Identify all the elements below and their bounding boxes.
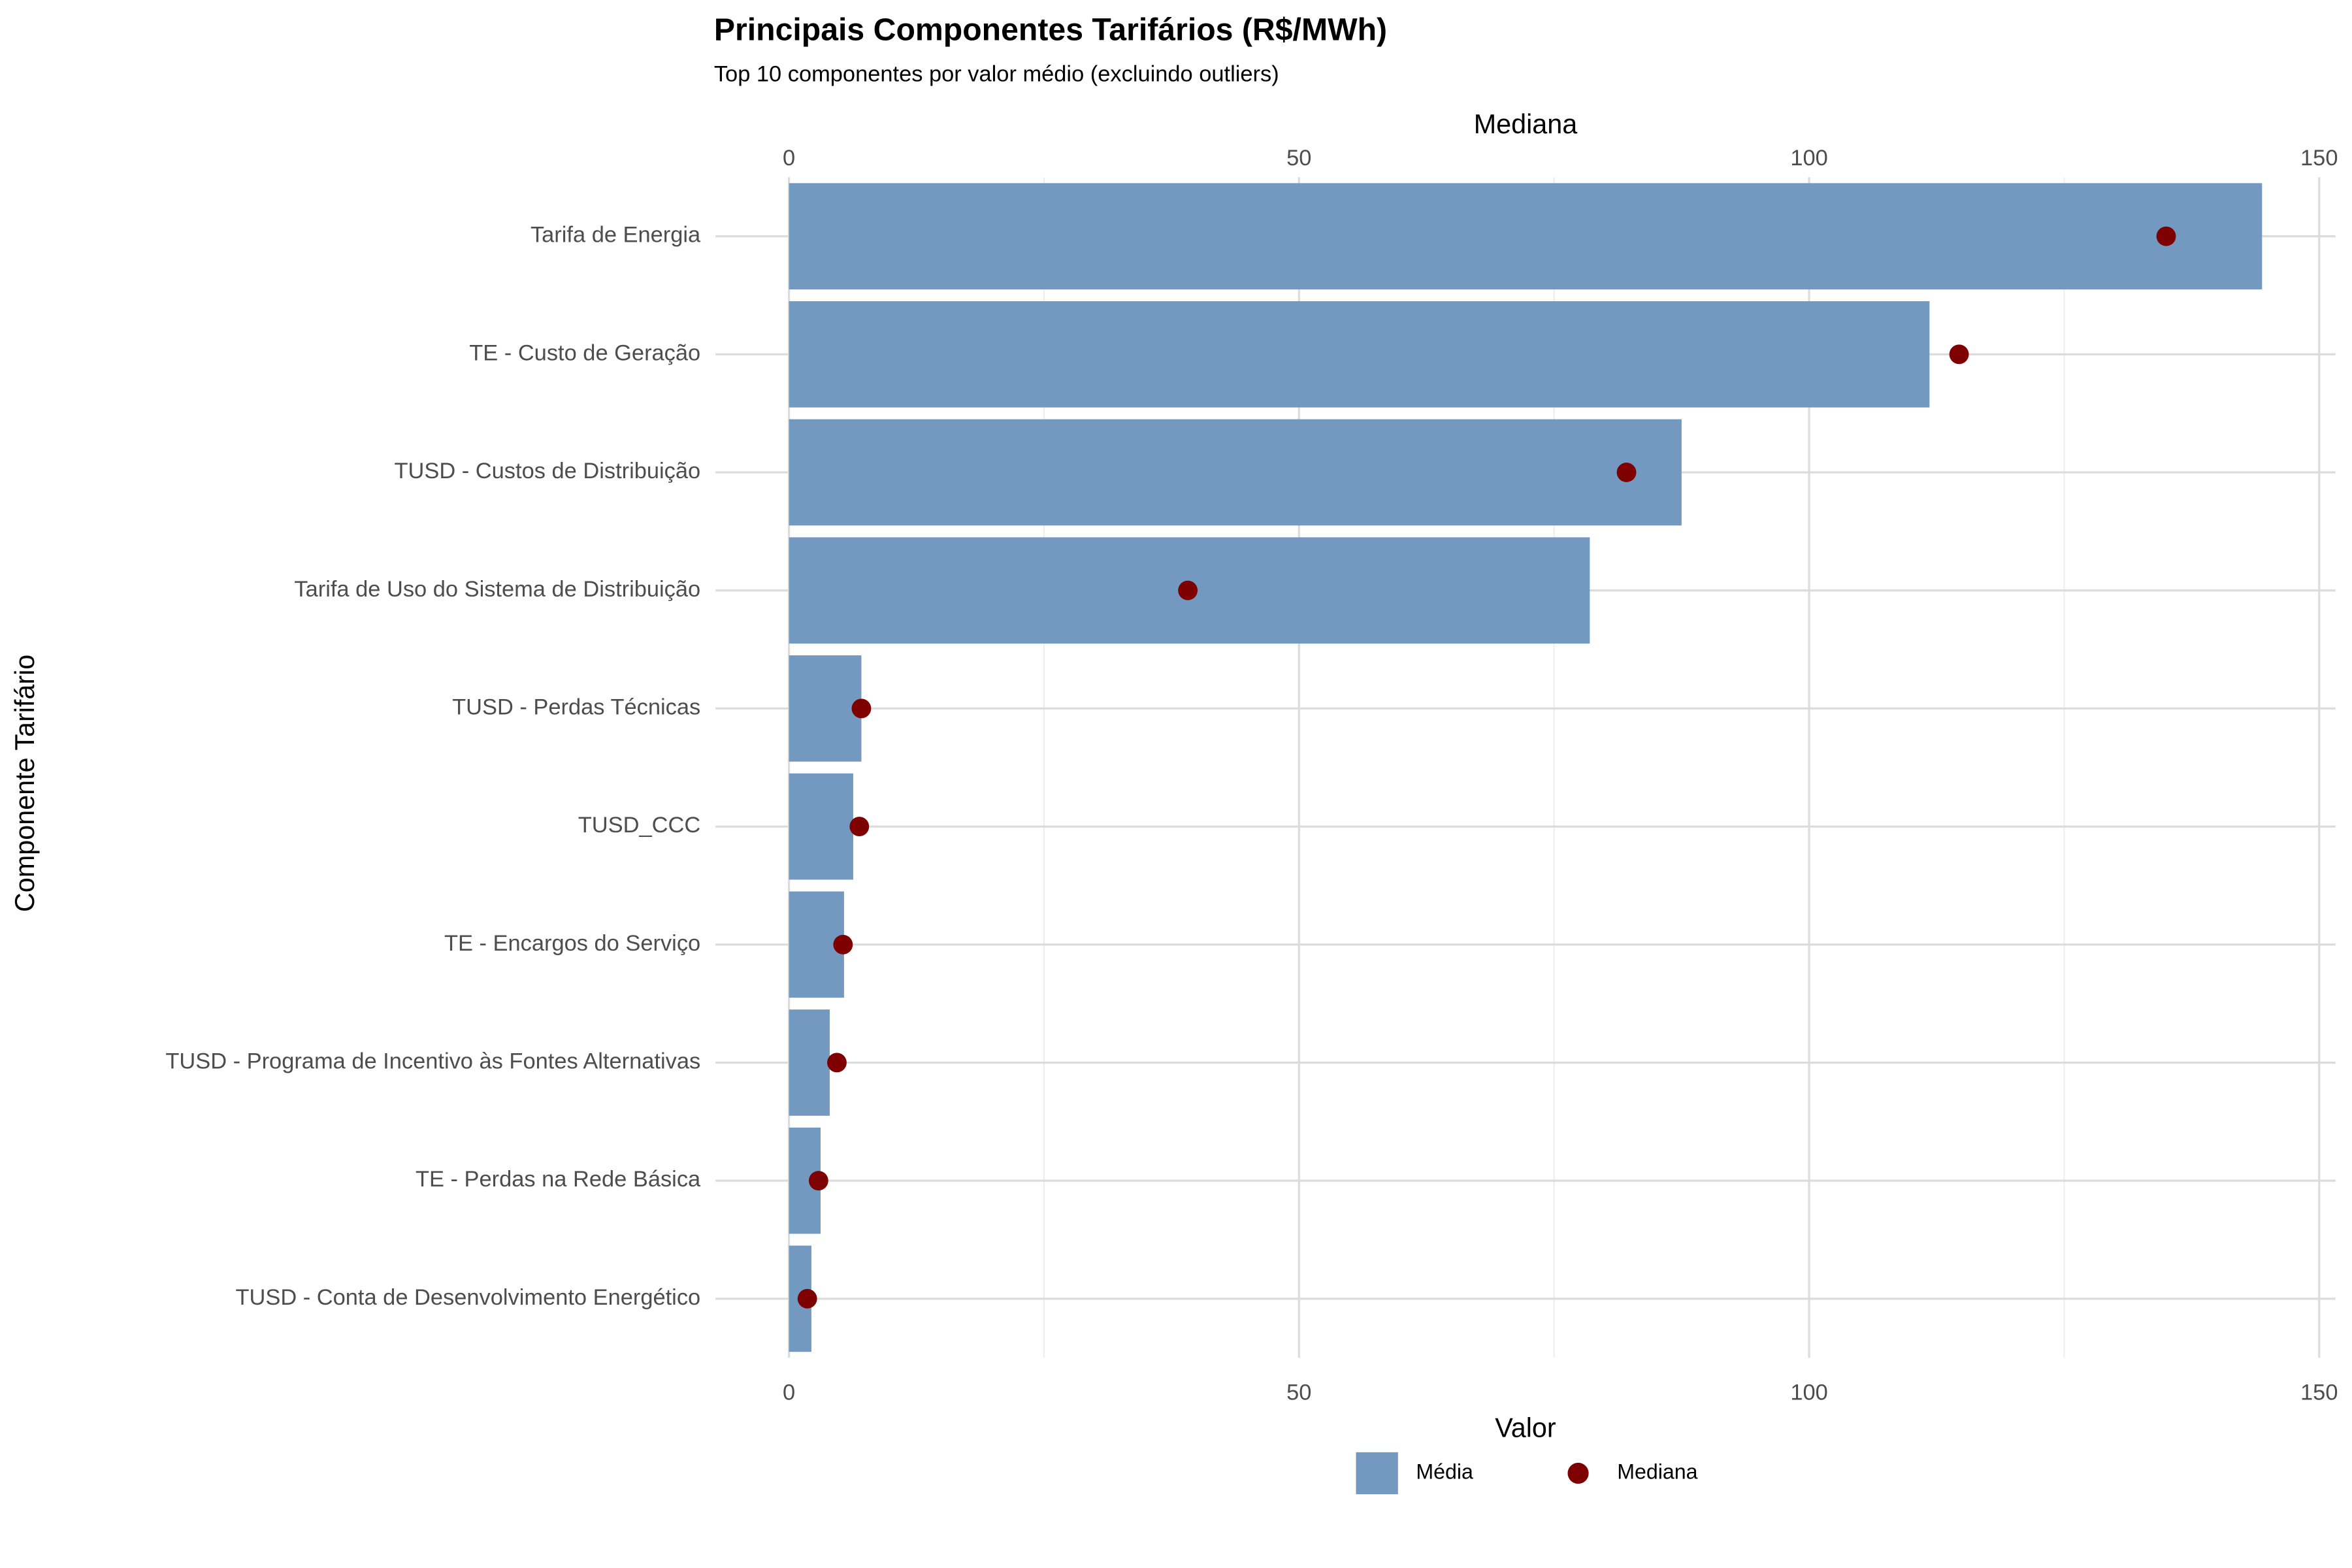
median-point bbox=[797, 1288, 817, 1309]
y-tick-label: Tarifa de Uso do Sistema de Distribuição bbox=[294, 577, 700, 602]
x2-tick-label: 50 bbox=[1286, 146, 1311, 171]
y-tick-label: TUSD - Perdas Técnicas bbox=[452, 694, 700, 719]
x-axis-title: Valor bbox=[1495, 1413, 1556, 1443]
x-tick-label: 0 bbox=[783, 1380, 795, 1405]
bar bbox=[789, 183, 2262, 289]
x2-axis-title: Mediana bbox=[1474, 109, 1577, 139]
y-tick-label: TUSD - Conta de Desenvolvimento Energéti… bbox=[235, 1285, 700, 1310]
median-point bbox=[808, 1171, 828, 1191]
median-point bbox=[833, 934, 853, 955]
y-tick-label: TE - Custo de Geração bbox=[469, 340, 700, 365]
labels: 0 50 100 150 0 50 100 150 Tarifa de Energia TE - … bbox=[165, 146, 2338, 1405]
legend-label: Mediana bbox=[1617, 1460, 1697, 1483]
chart-subtitle: Top 10 componentes por valor médio (excl… bbox=[714, 61, 1279, 86]
bar bbox=[789, 655, 862, 762]
x-tick-label: 50 bbox=[1286, 1380, 1311, 1405]
median-point bbox=[1178, 580, 1198, 600]
median-point bbox=[1949, 344, 1969, 365]
legend-label: Média bbox=[1416, 1460, 1473, 1483]
chart-title: Principais Componentes Tarifários (R$/MW… bbox=[714, 12, 1387, 47]
y-tick-label: TE - Perdas na Rede Básica bbox=[416, 1167, 701, 1192]
x2-tick-label: 150 bbox=[2300, 146, 2338, 171]
y-axis-title: Componente Tarifário bbox=[10, 655, 40, 912]
median-point bbox=[851, 698, 872, 719]
bar bbox=[789, 1009, 830, 1116]
median-point bbox=[2156, 226, 2176, 246]
x-tick-label: 100 bbox=[1790, 1380, 1827, 1405]
legend: Média Mediana bbox=[1356, 1452, 1698, 1495]
x2-tick-label: 0 bbox=[783, 146, 795, 171]
x-tick-label: 150 bbox=[2300, 1380, 2338, 1405]
marks bbox=[789, 183, 2262, 1352]
median-point bbox=[849, 817, 870, 837]
legend-swatch bbox=[1567, 1462, 1589, 1484]
bar bbox=[789, 301, 1930, 408]
y-tick-label: TE - Encargos do Serviço bbox=[444, 931, 700, 956]
y-tick-label: TUSD - Custos de Distribuição bbox=[395, 459, 701, 483]
y-tick-label: Tarifa de Energia bbox=[531, 223, 701, 248]
y-tick-label: TUSD - Programa de Incentivo às Fontes A… bbox=[165, 1049, 700, 1074]
bar bbox=[789, 419, 1682, 526]
x2-tick-label: 100 bbox=[1790, 146, 1827, 171]
median-point bbox=[827, 1053, 847, 1073]
median-point bbox=[1616, 463, 1637, 482]
legend-swatch bbox=[1356, 1452, 1398, 1495]
bar bbox=[789, 773, 853, 880]
y-tick-label: TUSD_CCC bbox=[578, 813, 700, 838]
